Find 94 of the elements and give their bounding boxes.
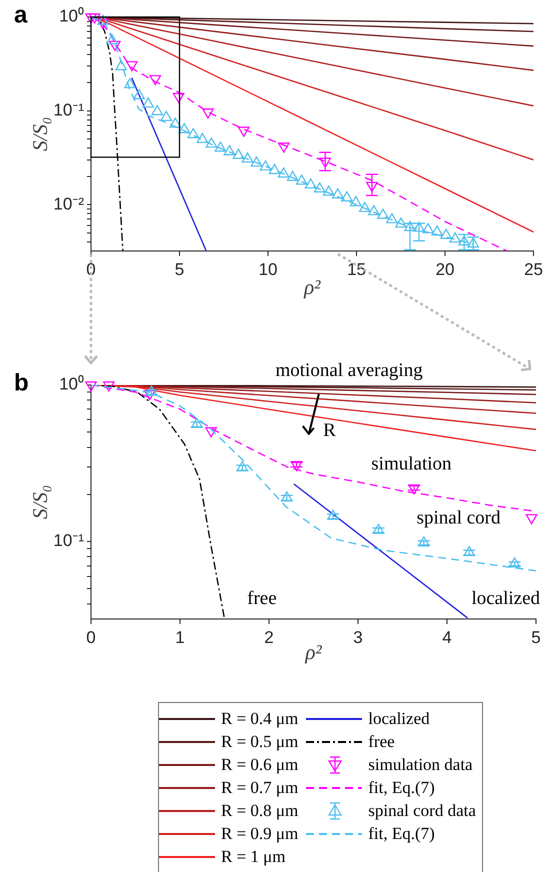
annotation: R bbox=[323, 420, 336, 441]
point bbox=[322, 185, 335, 196]
y-axis-title: S/S₀ bbox=[28, 484, 52, 520]
y-tick-label: 10⁻² bbox=[53, 194, 84, 214]
point bbox=[260, 160, 272, 171]
chart-title: b bbox=[14, 370, 29, 397]
legend-label: fit, Eq.(7) bbox=[368, 778, 435, 798]
annotation: simulation bbox=[371, 454, 452, 475]
chart-title: a bbox=[14, 2, 28, 29]
point bbox=[178, 123, 190, 134]
point bbox=[467, 237, 479, 248]
legend-label: R = 0.9 μm bbox=[221, 824, 298, 844]
point bbox=[151, 105, 163, 116]
point bbox=[85, 381, 97, 392]
point bbox=[463, 546, 476, 556]
x-tick-label: 5 bbox=[174, 260, 184, 279]
x-axis-title: ρ² bbox=[303, 274, 322, 299]
point bbox=[372, 524, 384, 534]
point bbox=[160, 110, 172, 122]
point bbox=[458, 235, 470, 246]
x-tick-label: 1 bbox=[175, 628, 185, 647]
point bbox=[133, 89, 145, 100]
point bbox=[268, 164, 280, 174]
x-tick-label: 0 bbox=[86, 628, 96, 647]
point bbox=[205, 427, 217, 438]
point bbox=[232, 148, 244, 159]
point bbox=[281, 491, 293, 502]
point bbox=[286, 170, 298, 181]
x-axis-title: ρ² bbox=[304, 640, 322, 664]
point bbox=[422, 223, 434, 234]
y-tick-label: 10⁻¹ bbox=[53, 531, 84, 550]
x-tick-label: 10 bbox=[258, 260, 278, 279]
point bbox=[103, 381, 115, 392]
point bbox=[224, 145, 236, 156]
point bbox=[350, 196, 362, 206]
x-tick-label: 4 bbox=[442, 628, 452, 647]
point bbox=[377, 208, 389, 219]
point bbox=[296, 174, 308, 185]
point bbox=[332, 188, 344, 198]
point bbox=[142, 97, 154, 108]
legend-label: simulation data bbox=[368, 754, 473, 774]
legend-label: R = 1 μm bbox=[221, 846, 286, 866]
legend-label: R = 0.8 μm bbox=[221, 800, 298, 820]
legend-label: localized bbox=[368, 708, 430, 728]
point bbox=[418, 536, 430, 547]
x-tick-label: 0 bbox=[86, 260, 96, 279]
point bbox=[395, 217, 407, 228]
point bbox=[304, 178, 316, 189]
point bbox=[508, 557, 520, 568]
point bbox=[278, 167, 290, 178]
x-tick-label: 25 bbox=[524, 260, 544, 279]
point bbox=[250, 156, 262, 167]
point bbox=[413, 222, 425, 232]
legend-label: spinal cord data bbox=[368, 800, 476, 820]
point bbox=[242, 152, 254, 163]
y-axis-title: S/S₀ bbox=[28, 116, 52, 152]
point bbox=[106, 34, 118, 44]
x-tick-label: 5 bbox=[531, 628, 541, 647]
point bbox=[115, 60, 127, 70]
point bbox=[431, 225, 443, 236]
x-tick-label: 3 bbox=[353, 628, 363, 647]
x-tick-label: 20 bbox=[436, 260, 454, 279]
point bbox=[404, 220, 416, 232]
annotation: localized bbox=[471, 588, 541, 609]
legend-label: free bbox=[368, 732, 395, 752]
legend-label: R = 0.5 μm bbox=[221, 732, 298, 752]
point bbox=[368, 205, 380, 216]
point bbox=[214, 142, 226, 152]
point bbox=[449, 232, 461, 243]
y-tick-label: 10⁰ bbox=[59, 6, 84, 26]
legend-label: R = 0.7 μm bbox=[221, 778, 298, 798]
point bbox=[327, 510, 339, 520]
y-tick-label: 10⁰ bbox=[59, 374, 84, 394]
point bbox=[169, 118, 182, 128]
annotation: free bbox=[247, 588, 277, 609]
point bbox=[440, 228, 452, 239]
x-tick-label: 2 bbox=[264, 628, 274, 647]
point bbox=[314, 182, 326, 192]
annotation: spinal cord bbox=[416, 508, 502, 529]
point bbox=[386, 213, 398, 224]
point bbox=[236, 461, 248, 472]
point bbox=[340, 191, 353, 202]
legend-label: fit, Eq.(7) bbox=[368, 824, 435, 844]
text: motional averaging bbox=[275, 360, 424, 381]
point bbox=[196, 132, 208, 144]
point bbox=[359, 202, 371, 212]
y-tick-label: 10⁻¹ bbox=[53, 100, 84, 120]
point bbox=[144, 390, 156, 400]
legend-label: R = 0.6 μm bbox=[221, 754, 298, 774]
point bbox=[124, 78, 136, 88]
point bbox=[206, 137, 218, 148]
point bbox=[188, 128, 200, 138]
legend-label: R = 0.4 μm bbox=[221, 708, 298, 728]
point bbox=[97, 14, 109, 25]
